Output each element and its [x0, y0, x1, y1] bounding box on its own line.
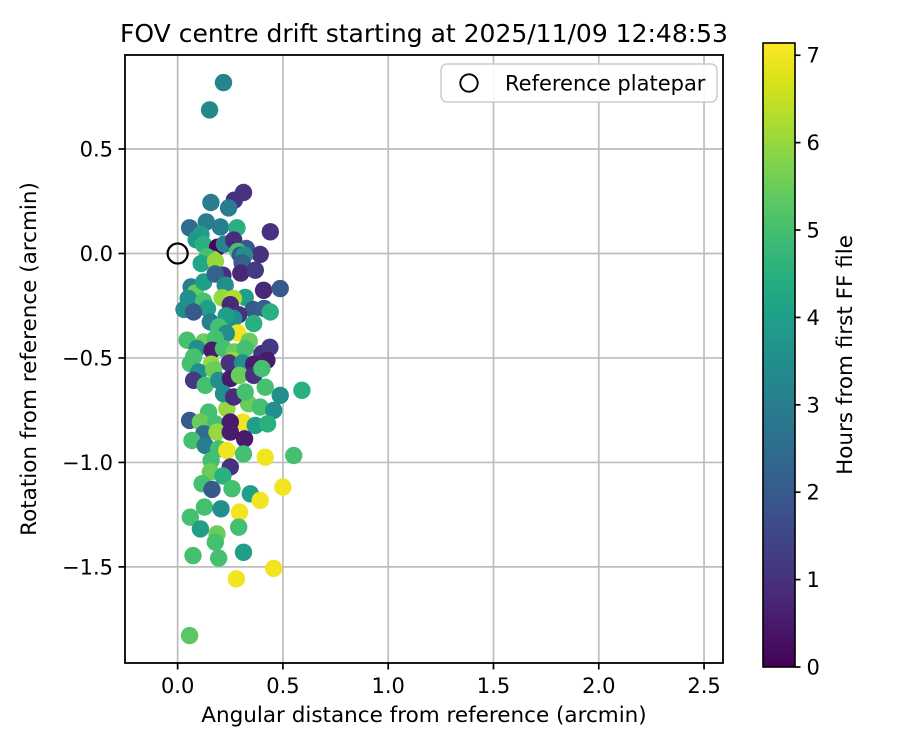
- colorbar-tick-label: 3: [807, 393, 820, 417]
- colorbar-tick-label: 2: [807, 481, 820, 505]
- data-point: [184, 546, 202, 565]
- colorbar-tick-label: 6: [807, 131, 820, 155]
- data-point: [274, 478, 292, 496]
- reference-platepar-marker: [166, 242, 189, 265]
- scatter-points: [175, 73, 311, 645]
- plot-border: [124, 54, 724, 664]
- data-point: [221, 423, 239, 441]
- data-point: [183, 431, 201, 450]
- data-point: [210, 549, 228, 567]
- legend-ref-circle-icon: [459, 73, 479, 93]
- y-tick-label: 0.0: [80, 242, 113, 266]
- colorbar: 0 1 2 3 4 5 6 7 Hours from first FF file: [762, 42, 858, 680]
- data-point: [196, 436, 214, 455]
- data-point: [203, 480, 221, 499]
- data-point: [192, 254, 210, 273]
- data-point: [214, 467, 232, 485]
- colorbar-tick-label: 1: [807, 568, 820, 592]
- colorbar-ticks: 0 1 2 3 4 5 6 7: [795, 44, 820, 680]
- data-point: [251, 491, 269, 510]
- y-tick-label: 0.5: [80, 138, 113, 162]
- data-point: [180, 626, 199, 645]
- y-axis-ticks: 0.5 0.0 −0.5 −1.0 −1.5: [62, 138, 125, 579]
- y-tick-label: −0.5: [62, 346, 113, 370]
- data-point: [271, 386, 289, 405]
- x-axis-ticks: 0.0 0.5 1.0 1.5 2.0 2.5: [161, 663, 721, 698]
- data-point: [218, 441, 236, 460]
- data-point: [230, 518, 248, 536]
- colorbar-gradient: [762, 42, 796, 668]
- legend-label: Reference platepar: [505, 72, 706, 96]
- x-axis-label: Angular distance from reference (arcmin): [201, 703, 646, 728]
- data-point: [230, 503, 249, 521]
- x-tick-label: 2.0: [582, 674, 615, 698]
- x-tick-label: 1.0: [372, 674, 405, 698]
- data-point: [234, 543, 253, 561]
- data-point: [227, 570, 246, 588]
- grid-lines: [125, 55, 723, 663]
- y-tick-label: −1.0: [62, 451, 113, 475]
- data-point: [258, 415, 277, 433]
- data-point: [223, 480, 241, 498]
- data-point: [220, 354, 238, 372]
- data-point: [191, 520, 210, 538]
- reference-platepar-circle: [166, 242, 189, 265]
- data-point: [261, 338, 279, 356]
- data-point: [196, 376, 214, 394]
- data-point: [236, 339, 254, 358]
- data-point: [285, 446, 303, 465]
- data-point: [200, 101, 219, 119]
- data-point: [206, 252, 225, 270]
- data-point: [254, 281, 273, 299]
- data-point: [245, 314, 263, 333]
- colorbar-label: Hours from first FF file: [833, 235, 858, 475]
- legend-box: [440, 63, 718, 103]
- data-point: [261, 223, 279, 241]
- data-point: [211, 218, 230, 236]
- x-tick-label: 0.0: [161, 674, 194, 698]
- data-point: [261, 303, 279, 321]
- x-tick-label: 0.5: [266, 674, 299, 698]
- data-point: [265, 559, 283, 578]
- data-point: [195, 498, 214, 516]
- data-point: [234, 445, 253, 463]
- data-point: [198, 299, 217, 318]
- data-point: [202, 193, 220, 212]
- data-point: [230, 366, 249, 384]
- data-point: [214, 73, 233, 92]
- y-axis-label: Rotation from reference (arcmin): [17, 182, 42, 536]
- data-point: [181, 508, 199, 526]
- data-point: [184, 303, 203, 321]
- y-tick-label: −1.5: [62, 555, 113, 579]
- data-point: [256, 378, 274, 396]
- data-point: [251, 245, 269, 264]
- data-point: [253, 359, 271, 378]
- data-point: [256, 448, 274, 466]
- data-point: [235, 430, 254, 448]
- x-tick-label: 2.5: [687, 674, 720, 698]
- data-point: [271, 279, 289, 298]
- x-tick-label: 1.5: [477, 674, 510, 698]
- data-point: [208, 423, 226, 441]
- colorbar-tick-label: 0: [807, 656, 820, 680]
- colorbar-tick-label: 5: [807, 219, 820, 243]
- data-point: [206, 533, 224, 551]
- colorbar-tick-label: 4: [807, 306, 820, 330]
- data-point: [265, 401, 283, 420]
- data-point: [251, 398, 269, 416]
- chart-title: FOV centre drift starting at 2025/11/09 …: [120, 19, 728, 48]
- data-point: [293, 381, 311, 399]
- colorbar-tick-label: 7: [807, 44, 820, 68]
- data-point: [212, 500, 230, 518]
- data-point: [236, 383, 254, 401]
- legend: Reference platepar: [440, 63, 718, 103]
- data-point: [219, 199, 238, 217]
- data-point: [206, 265, 224, 283]
- data-point: [232, 264, 250, 282]
- data-point: [246, 261, 264, 279]
